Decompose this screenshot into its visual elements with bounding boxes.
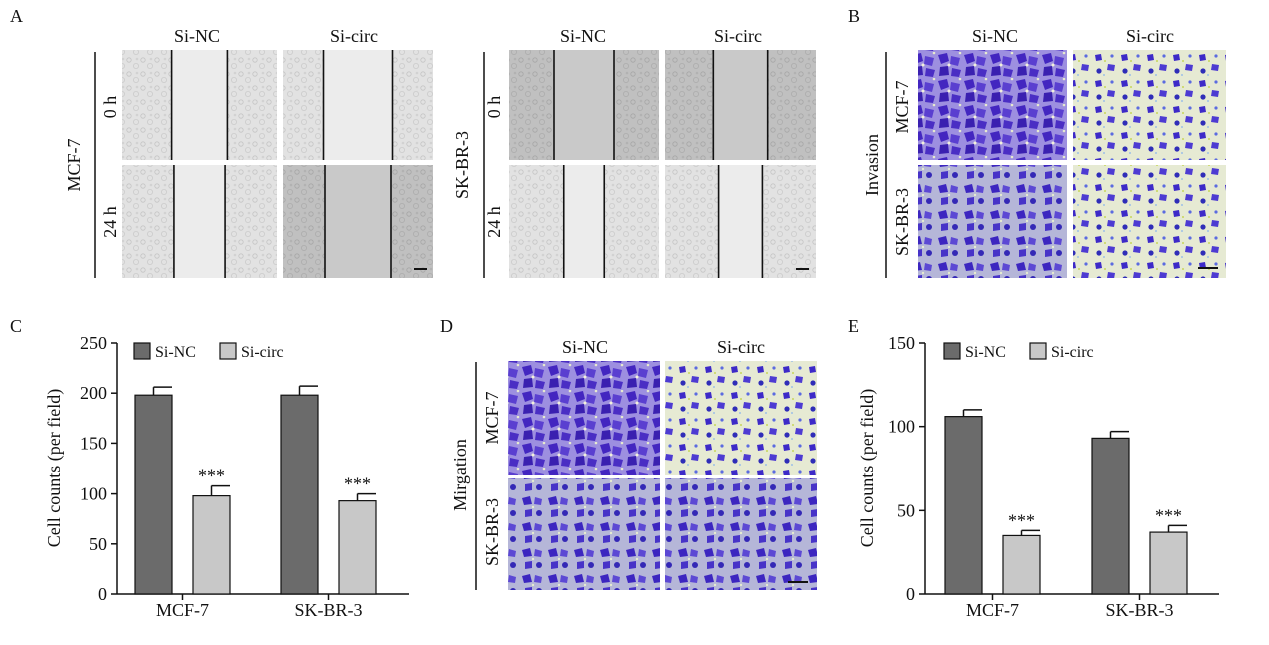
e-bar-1-1 xyxy=(1149,531,1188,595)
c-category-label-0: MCF-7 xyxy=(156,600,209,620)
a-left-scratch-r0-c1-gap xyxy=(323,50,393,160)
panel-label-c: C xyxy=(10,316,22,336)
c-legend-label-0: Si-NC xyxy=(155,344,196,361)
e-bar-0-1 xyxy=(1002,534,1041,595)
panel-b-invasion-assay: B Si-NC Si-circ Invasion MCF-7 SK-BR-3 xyxy=(848,6,1226,278)
panel-label-d: D xyxy=(440,316,453,336)
b-image-mcf7-sicirc xyxy=(1073,50,1226,160)
d-row-label-mcf7: MCF-7 xyxy=(482,391,502,444)
panel-label-b: B xyxy=(848,6,860,26)
c-bar-1-0 xyxy=(280,394,319,595)
b-image-skbr3-sinc xyxy=(918,165,1067,278)
a-right-row-label-24h: 24 h xyxy=(484,206,504,238)
e-ytick-label-2: 100 xyxy=(888,417,915,437)
c-ytick-label-0: 0 xyxy=(98,584,107,604)
e-legend-label-1: Si-circ xyxy=(1051,344,1094,361)
a-right-scratch-r0-c1-gap xyxy=(713,50,768,160)
e-legend-label-0: Si-NC xyxy=(965,344,1006,361)
e-significance-0: *** xyxy=(1008,510,1035,530)
c-ytick-label-4: 200 xyxy=(80,383,107,403)
d-image-mcf7-sinc xyxy=(508,361,660,475)
a-scratch-images xyxy=(122,50,816,278)
d-col-header-sicirc: Si-circ xyxy=(717,337,765,357)
c-ytick-label-3: 150 xyxy=(80,433,107,453)
c-legend-label-1: Si-circ xyxy=(241,344,284,361)
e-legend-swatch-1 xyxy=(1029,342,1047,360)
c-ytick-label-2: 100 xyxy=(80,484,107,504)
a-left-col-header-sicirc: Si-circ xyxy=(330,26,378,46)
panel-d-migration-assay: D Si-NC Si-circ Mirgation MCF-7 SK-BR-3 xyxy=(440,316,817,590)
panel-e-migration-chart: E Cell counts (per field) 0 50 100 150 *** MC… xyxy=(848,316,1219,620)
b-row-label-skbr3: SK-BR-3 xyxy=(892,188,912,256)
b-image-mcf7-sinc xyxy=(918,50,1067,160)
c-legend-swatch-0 xyxy=(133,342,151,360)
a-right-scratch-r1-c0-gap xyxy=(563,165,605,278)
a-right-col-header-sicirc: Si-circ xyxy=(714,26,762,46)
d-row-label-skbr3: SK-BR-3 xyxy=(482,498,502,566)
b-group-label: Invasion xyxy=(862,134,882,196)
c-ylabel: Cell counts (per field) xyxy=(44,389,65,547)
c-significance-0: *** xyxy=(198,466,225,486)
d-image-mcf7-sicirc xyxy=(665,361,817,475)
e-ylabel: Cell counts (per field) xyxy=(857,389,878,547)
e-ytick-label-0: 0 xyxy=(906,584,915,604)
e-bar-1-0 xyxy=(1091,437,1130,595)
e-category-label-0: MCF-7 xyxy=(966,600,1019,620)
a-right-scratch-r1-c1-gap xyxy=(718,165,763,278)
c-significance-1: *** xyxy=(344,474,371,494)
panel-label-e: E xyxy=(848,316,859,336)
e-category-label-1: SK-BR-3 xyxy=(1105,600,1173,620)
panel-label-a: A xyxy=(10,6,23,26)
a-right-row-label-0h: 0 h xyxy=(484,96,504,119)
a-right-scratch-r0-c0-gap xyxy=(554,50,614,160)
a-left-row-label-0h: 0 h xyxy=(100,96,120,119)
c-bar-0-0 xyxy=(134,394,173,595)
a-left-scratch-r0-c0-gap xyxy=(171,50,228,160)
c-bar-0-1 xyxy=(192,495,231,595)
c-bar-1-1 xyxy=(338,500,377,595)
c-legend-swatch-1 xyxy=(219,342,237,360)
a-right-col-header-sinc: Si-NC xyxy=(560,26,606,46)
b-col-header-sicirc: Si-circ xyxy=(1126,26,1174,46)
a-left-scratch-r1-c1-gap xyxy=(325,165,391,278)
e-significance-1: *** xyxy=(1155,505,1182,525)
a-left-cell-line-label: MCF-7 xyxy=(64,138,84,191)
e-bar-0-0 xyxy=(944,416,983,595)
a-left-scratch-r1-c0-gap xyxy=(173,165,226,278)
c-ytick-label-1: 50 xyxy=(89,534,107,554)
d-image-skbr3-sicirc xyxy=(665,478,817,590)
b-col-header-sinc: Si-NC xyxy=(972,26,1018,46)
b-image-skbr3-sicirc xyxy=(1073,165,1226,278)
d-image-skbr3-sinc xyxy=(508,478,660,590)
e-ytick-label-1: 50 xyxy=(897,500,915,520)
a-left-col-header-sinc: Si-NC xyxy=(174,26,220,46)
e-ytick-label-3: 150 xyxy=(888,333,915,353)
d-col-header-sinc: Si-NC xyxy=(562,337,608,357)
a-left-row-label-24h: 24 h xyxy=(100,206,120,238)
c-ytick-label-5: 250 xyxy=(80,333,107,353)
panel-a-scratch-assay: A Si-NC Si-circ Si-NC Si-circ MCF-7 0 h … xyxy=(10,6,816,278)
panel-c-invasion-chart: C Cell counts (per field) 0 50 100 150 200 25… xyxy=(10,316,409,620)
d-group-label: Mirgation xyxy=(450,439,470,511)
e-legend-swatch-0 xyxy=(943,342,961,360)
a-right-cell-line-label: SK-BR-3 xyxy=(452,131,472,199)
b-row-label-mcf7: MCF-7 xyxy=(892,80,912,133)
c-category-label-1: SK-BR-3 xyxy=(294,600,362,620)
